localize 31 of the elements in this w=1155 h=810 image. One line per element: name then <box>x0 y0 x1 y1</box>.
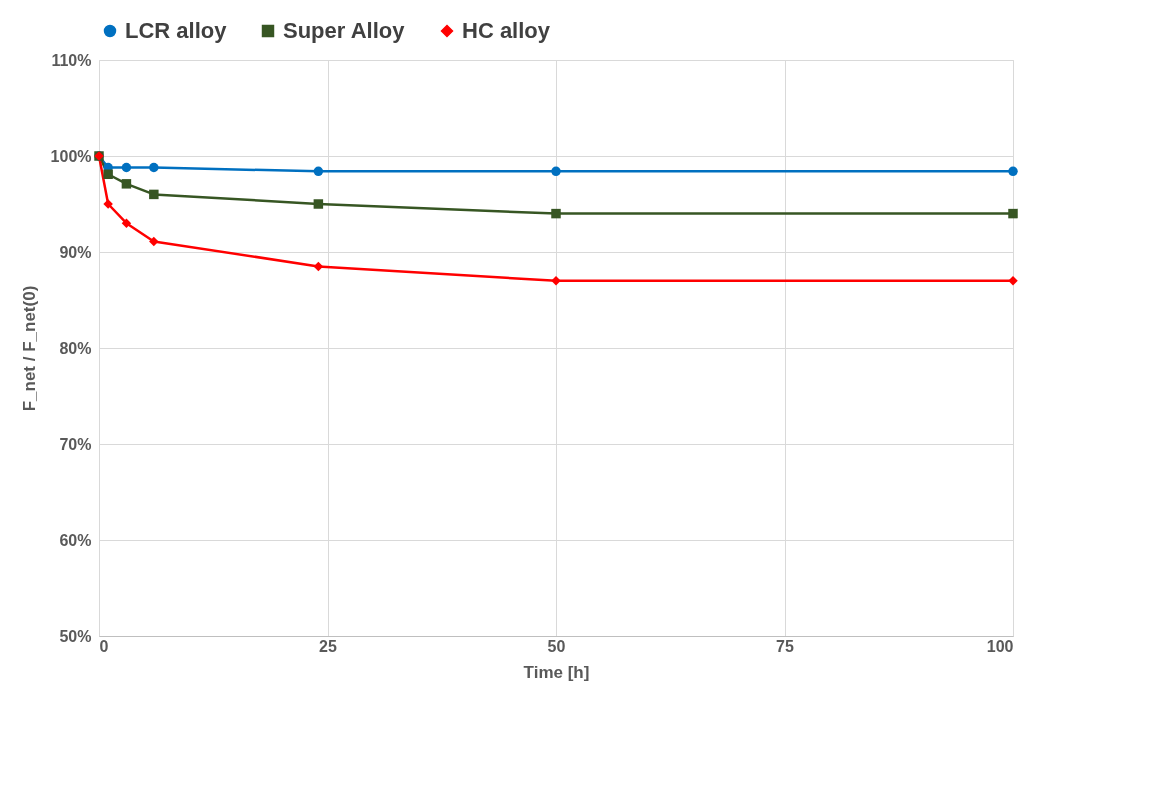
y-tick-label: 50% <box>59 627 92 645</box>
y-axis-title: F_net / F_net(0) <box>19 285 39 412</box>
x-tick-label: 100 <box>986 637 1014 655</box>
point <box>103 169 113 179</box>
point <box>1008 208 1018 219</box>
x-tick-label: 0 <box>99 637 109 655</box>
point <box>551 166 561 177</box>
y-tick-label: 90% <box>59 243 92 261</box>
point <box>1008 166 1018 177</box>
y-tick-label: 60% <box>59 531 92 549</box>
point <box>313 261 324 272</box>
legend-label: HC alloy <box>462 18 551 43</box>
point <box>149 189 159 200</box>
x-tick-label: 50 <box>547 637 566 655</box>
point <box>121 179 132 189</box>
legend-label: LCR alloy <box>125 18 228 43</box>
x-tick-label: 25 <box>319 637 337 655</box>
point <box>313 199 324 209</box>
legend-label: Super Alloy <box>283 18 406 43</box>
y-tick-label: 70% <box>59 435 92 453</box>
point <box>149 236 159 247</box>
x-axis-title: Time [h] <box>523 662 590 682</box>
point <box>121 218 132 228</box>
point <box>313 166 324 177</box>
y-tick-label: 80% <box>59 339 92 357</box>
x-tick-label: 75 <box>776 637 794 655</box>
y-tick-label: 100% <box>50 147 92 165</box>
y-tick-label: 110% <box>51 51 92 69</box>
point <box>149 162 159 173</box>
point <box>551 208 561 219</box>
point <box>121 162 132 173</box>
